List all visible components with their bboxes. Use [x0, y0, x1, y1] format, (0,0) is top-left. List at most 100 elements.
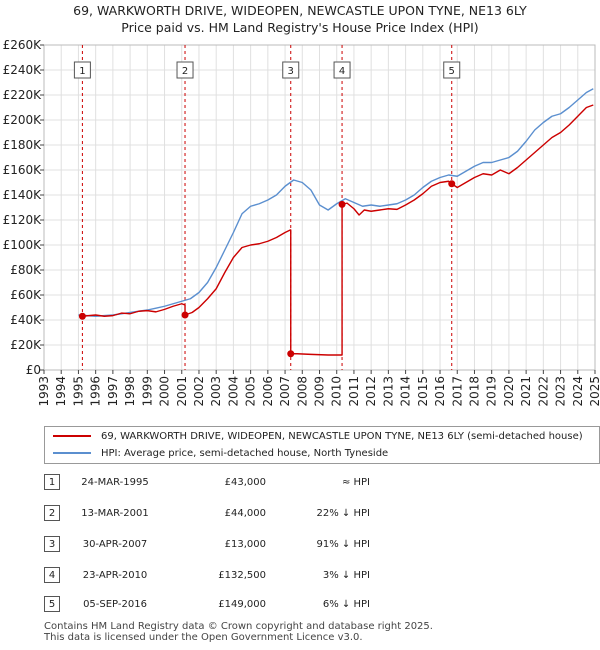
legend-item-price-paid: 69, WARKWORTH DRIVE, WIDEOPEN, NEWCASTLE…: [53, 429, 583, 445]
series-lines: [78, 88, 594, 356]
x-tick-label: 1997: [106, 376, 120, 407]
x-tick-label: 2014: [399, 376, 413, 407]
sale-badge-box: [443, 61, 461, 79]
row-date: 30-APR-2007: [82, 539, 148, 550]
y-tick-label: £80K: [10, 263, 42, 277]
x-tick-label: 2011: [347, 376, 361, 407]
x-tick-label: 2013: [381, 376, 395, 407]
x-tick-label: 1996: [89, 376, 103, 407]
y-tick-label: £220K: [3, 88, 43, 102]
y-axis: £0 £20K £40K £60K £80K £100K £120K £140K £160K £1…: [3, 38, 44, 377]
x-tick-label: 2015: [416, 376, 430, 407]
x-tick-label: 2007: [278, 376, 292, 407]
legend-swatch-price-paid: [53, 435, 91, 437]
row-number-badge: 5: [44, 596, 60, 612]
row-price: £149,000: [218, 599, 266, 610]
legend-swatch-hpi: [53, 452, 91, 454]
x-tick-label: 2023: [554, 376, 568, 407]
row-hpi-comparison: 22% ↓ HPI: [316, 508, 370, 519]
footer-attribution: Contains HM Land Registry data © Crown c…: [44, 621, 433, 643]
x-tick-label: 2020: [502, 376, 516, 407]
x-tick-label: 2009: [313, 376, 327, 407]
row-number-badge: 3: [44, 536, 60, 552]
legend: 69, WARKWORTH DRIVE, WIDEOPEN, NEWCASTLE…: [44, 426, 600, 464]
x-tick-label: 2000: [158, 376, 172, 407]
sale-badges: 1 2 3 4 5: [73, 61, 461, 79]
row-number-badge: 2: [44, 505, 60, 521]
x-tick-label: 2008: [295, 376, 309, 407]
y-tick-label: £240K: [3, 63, 43, 77]
sale-point: [338, 200, 346, 208]
x-tick-label: 1995: [71, 376, 85, 407]
x-tick-label: 2002: [192, 376, 206, 407]
row-number-badge: 4: [44, 567, 60, 583]
x-tick-label: 1999: [140, 376, 154, 407]
x-tick-label: 2010: [330, 376, 344, 407]
sale-points: [78, 180, 456, 358]
sale-point: [448, 180, 456, 188]
grid: [43, 44, 596, 371]
x-tick-label: 2006: [261, 376, 275, 407]
x-tick-label: 2022: [536, 376, 550, 407]
sale-badge-label: 4: [339, 66, 345, 77]
y-tick-label: £120K: [3, 213, 43, 227]
footer-line-1: Contains HM Land Registry data © Crown c…: [44, 621, 433, 632]
y-tick-label: £40K: [10, 313, 42, 327]
row-price: £132,500: [218, 570, 266, 581]
legend-label-price-paid: 69, WARKWORTH DRIVE, WIDEOPEN, NEWCASTLE…: [101, 431, 583, 442]
chart-title: 69, WARKWORTH DRIVE, WIDEOPEN, NEWCASTLE…: [0, 2, 600, 36]
legend-item-hpi: HPI: Average price, semi-detached house,…: [53, 446, 388, 462]
x-tick-label: 2019: [485, 376, 499, 407]
y-tick-label: £180K: [3, 138, 43, 152]
x-tick-label: 2025: [588, 376, 600, 407]
table-row: 5 05-SEP-2016 £149,000 6% ↓ HPI: [44, 595, 584, 615]
row-price: £44,000: [224, 508, 266, 519]
row-date: 05-SEP-2016: [83, 599, 147, 610]
table-row: 1 24-MAR-1995 £43,000 ≈ HPI: [44, 473, 584, 493]
x-tick-label: 2024: [571, 376, 585, 407]
y-tick-label: £140K: [3, 188, 43, 202]
x-tick-label: 2003: [209, 376, 223, 407]
x-axis: 1993 1994 1995 1996 1997 1998 1999 2000 2001 2002…: [37, 370, 600, 407]
footer-line-2: This data is licensed under the Open Gov…: [44, 632, 363, 643]
x-tick-label: 2017: [450, 376, 464, 407]
x-tick-label: 2005: [244, 376, 258, 407]
row-date: 13-MAR-2001: [81, 508, 149, 519]
y-tick-label: £100K: [3, 238, 43, 252]
row-hpi-comparison: 3% ↓ HPI: [322, 570, 370, 581]
row-hpi-comparison: ≈ HPI: [341, 477, 370, 488]
table-row: 2 13-MAR-2001 £44,000 22% ↓ HPI: [44, 504, 584, 524]
x-tick-label: 2004: [226, 376, 240, 407]
series-line-price-paid: [82, 104, 594, 356]
x-tick-label: 2016: [433, 376, 447, 407]
x-tick-label: 1993: [37, 376, 51, 407]
y-tick-label: £160K: [3, 163, 43, 177]
x-tick-label: 2018: [467, 376, 481, 407]
y-tick-label: £20K: [10, 338, 42, 352]
sale-badge-label: 1: [79, 66, 85, 77]
sale-badge-box: [176, 61, 194, 79]
sale-badge-box: [73, 61, 91, 79]
title-line-1: 69, WARKWORTH DRIVE, WIDEOPEN, NEWCASTLE…: [73, 3, 527, 18]
row-date: 24-MAR-1995: [81, 477, 149, 488]
y-tick-label: £260K: [3, 38, 43, 52]
legend-label-hpi: HPI: Average price, semi-detached house,…: [101, 448, 389, 459]
sale-badge-box: [282, 61, 300, 79]
x-tick-label: 2021: [519, 376, 533, 407]
sale-badge-label: 3: [288, 66, 294, 77]
row-hpi-comparison: 91% ↓ HPI: [316, 539, 370, 550]
row-price: £13,000: [224, 539, 266, 550]
x-tick-label: 2001: [175, 376, 189, 407]
sale-point: [287, 350, 295, 358]
sale-badge-box: [333, 61, 351, 79]
y-tick-label: £200K: [3, 113, 43, 127]
x-tick-label: 1998: [123, 376, 137, 407]
x-tick-label: 2012: [364, 376, 378, 407]
table-row: 4 23-APR-2010 £132,500 3% ↓ HPI: [44, 566, 584, 586]
y-tick-label: £60K: [10, 288, 42, 302]
row-hpi-comparison: 6% ↓ HPI: [322, 599, 370, 610]
row-date: 23-APR-2010: [82, 570, 148, 581]
row-price: £43,000: [224, 477, 266, 488]
sale-badge-label: 2: [182, 66, 188, 77]
